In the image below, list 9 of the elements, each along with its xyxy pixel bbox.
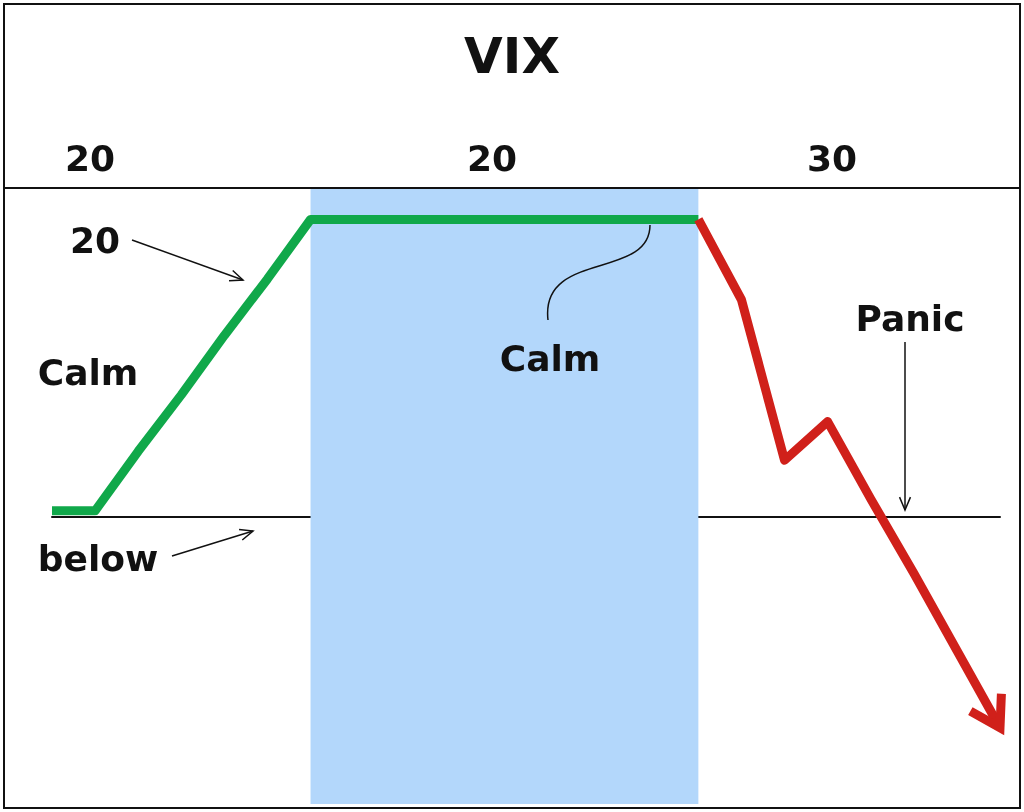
annotation: below: [37, 537, 159, 579]
text: 20: [64, 137, 116, 179]
text: 20: [466, 137, 518, 179]
annotation: Calm: [499, 337, 601, 379]
chart-title: VIX: [464, 27, 560, 85]
annotation: 20: [69, 219, 121, 261]
text: 30: [806, 137, 858, 179]
annotation: Panic: [855, 297, 965, 339]
annotation: Calm: [37, 351, 139, 393]
